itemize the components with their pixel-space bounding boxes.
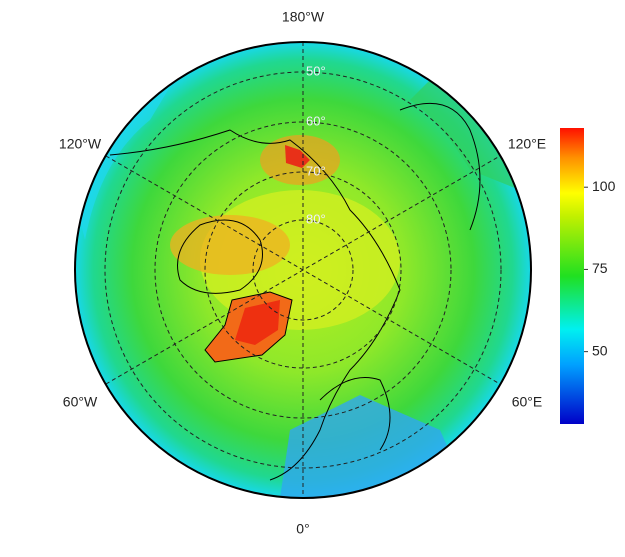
longitude-label: 120°E (508, 136, 546, 152)
latitude-label: 60° (306, 113, 326, 128)
longitude-label: 60°E (512, 394, 543, 410)
hot-spot (285, 145, 310, 168)
graticule (104, 42, 502, 498)
coastline (177, 219, 263, 294)
meridian (105, 155, 501, 385)
siberia (410, 80, 520, 190)
colorbar (560, 128, 584, 424)
latitude-circle (204, 171, 402, 369)
coastlines (109, 102, 481, 481)
colorbar-tick-label: 75 (592, 260, 608, 276)
colorbar-tick-label: 50 (592, 342, 608, 358)
warm-region (170, 215, 290, 275)
longitude-label: 0° (296, 521, 309, 537)
greenland-core (235, 300, 280, 345)
latitude-label: 50° (306, 63, 326, 78)
map-border (74, 41, 532, 499)
latitude-label: 80° (306, 211, 326, 226)
coastline (399, 102, 481, 231)
longitude-label: 120°W (59, 136, 102, 152)
longitude-label: 60°W (63, 394, 98, 410)
coastline (109, 129, 401, 481)
colorbar-tick-label: 100 (592, 178, 616, 194)
latitude-circle (154, 121, 452, 419)
coastline (319, 377, 391, 451)
latitude-circle (252, 219, 354, 321)
longitude-label: 180°W (282, 9, 325, 25)
coastline (204, 291, 293, 363)
latitude-label: 70° (306, 163, 326, 178)
pacific-low (75, 70, 180, 240)
